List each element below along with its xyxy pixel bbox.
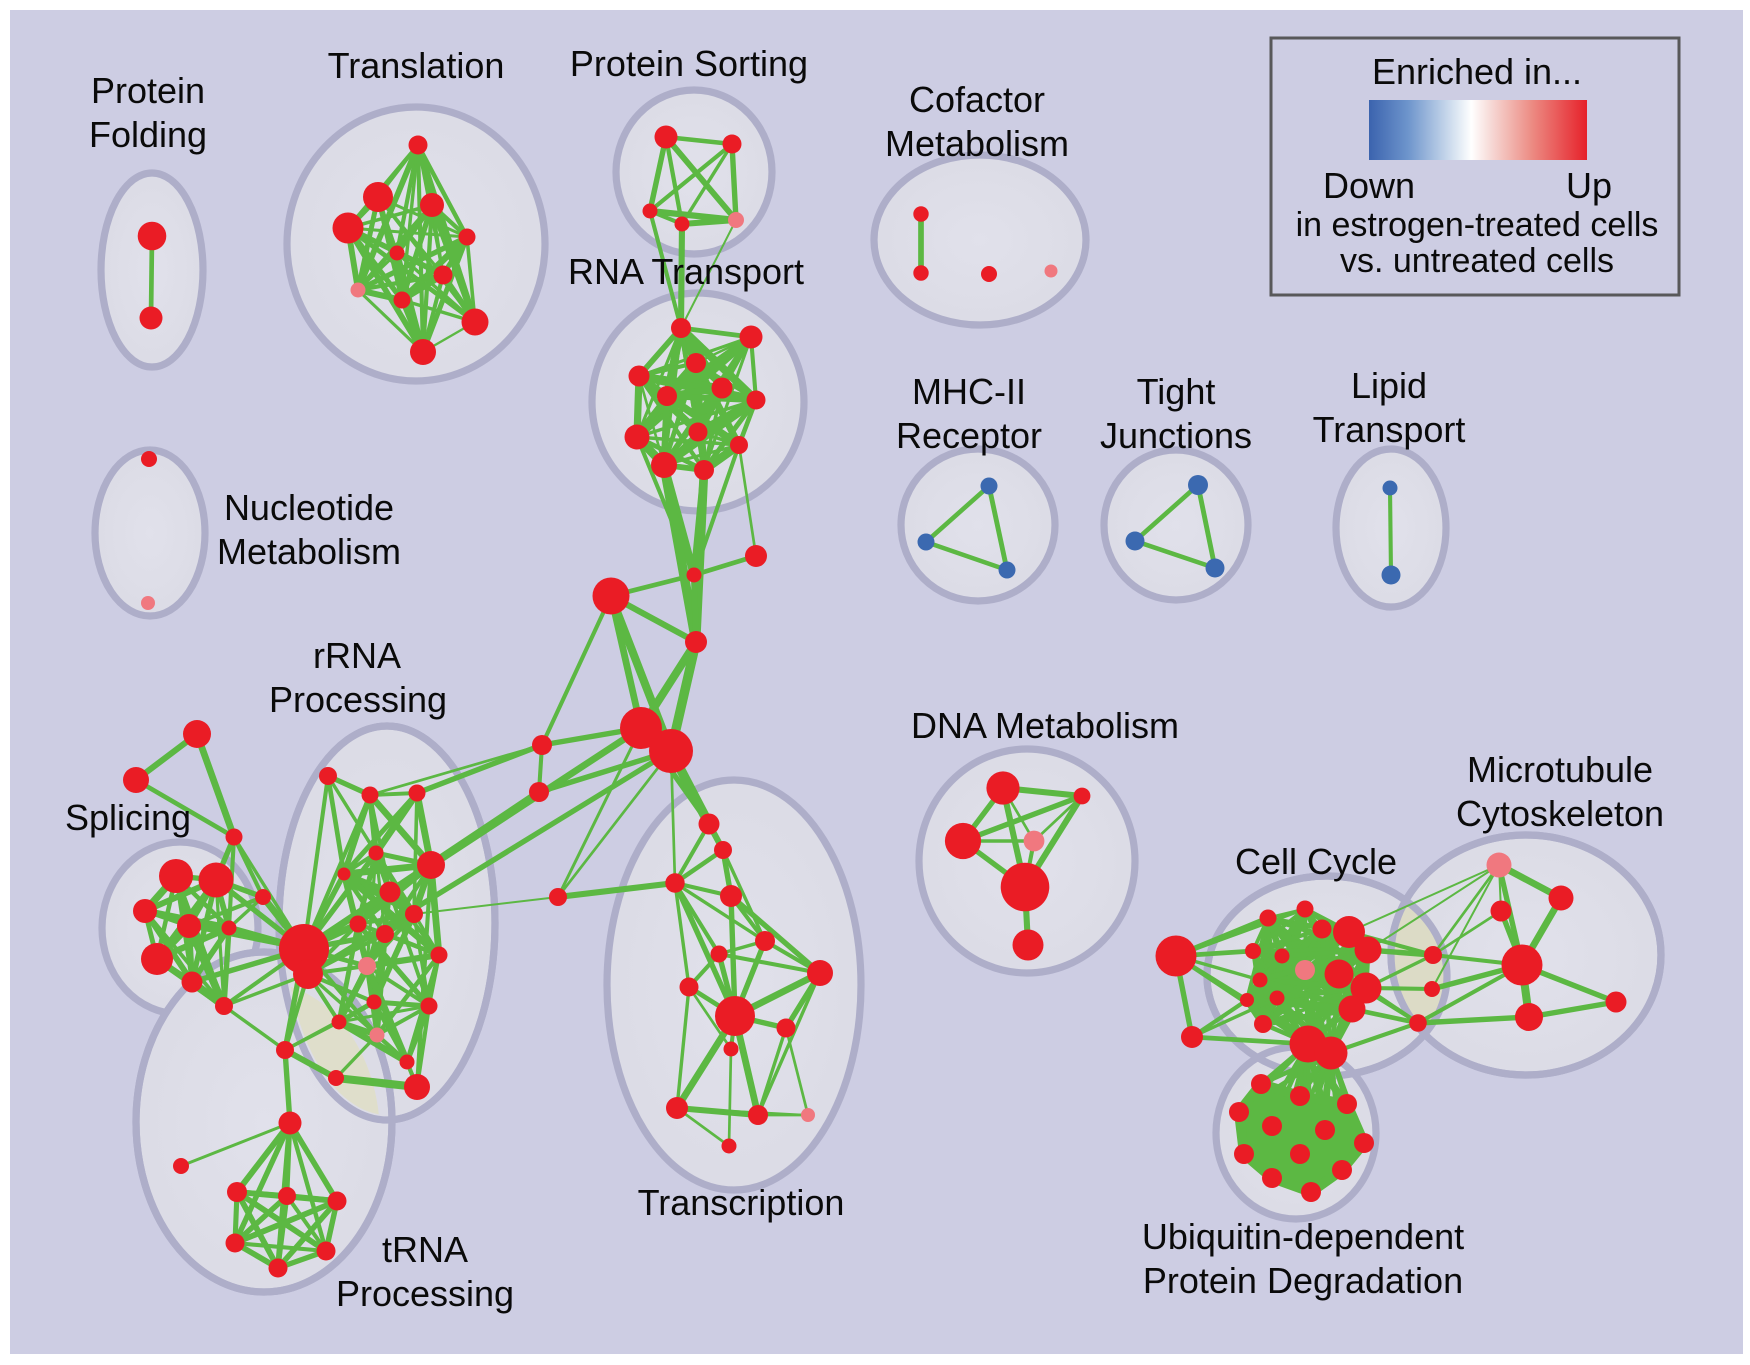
svg-text:Protein: Protein	[91, 70, 205, 111]
svg-text:Protein Sorting: Protein Sorting	[570, 43, 808, 84]
svg-text:Transport: Transport	[1313, 409, 1466, 450]
svg-text:Down: Down	[1323, 165, 1415, 206]
svg-text:Cell Cycle: Cell Cycle	[1235, 841, 1397, 882]
svg-text:Junctions: Junctions	[1100, 415, 1252, 456]
svg-text:Receptor: Receptor	[896, 415, 1042, 456]
svg-text:RNA Transport: RNA Transport	[568, 251, 804, 292]
svg-text:Lipid: Lipid	[1351, 365, 1427, 406]
svg-text:rRNA: rRNA	[313, 635, 401, 676]
svg-text:tRNA: tRNA	[382, 1229, 468, 1270]
svg-text:Cofactor: Cofactor	[909, 79, 1045, 120]
svg-text:MHC-II: MHC-II	[912, 371, 1026, 412]
svg-text:Folding: Folding	[89, 114, 207, 155]
svg-text:Processing: Processing	[336, 1273, 514, 1314]
svg-text:Metabolism: Metabolism	[885, 123, 1069, 164]
svg-text:Translation: Translation	[328, 45, 505, 86]
svg-text:Up: Up	[1566, 165, 1612, 206]
svg-text:DNA Metabolism: DNA Metabolism	[911, 705, 1179, 746]
svg-text:Processing: Processing	[269, 679, 447, 720]
svg-text:vs. untreated cells: vs. untreated cells	[1340, 242, 1614, 280]
svg-text:in estrogen-treated cells: in estrogen-treated cells	[1296, 206, 1659, 244]
svg-text:Transcription: Transcription	[638, 1182, 845, 1223]
svg-text:Splicing: Splicing	[65, 797, 191, 838]
svg-text:Ubiquitin-dependent: Ubiquitin-dependent	[1142, 1216, 1464, 1257]
svg-text:Microtubule: Microtubule	[1467, 749, 1653, 790]
svg-text:Tight: Tight	[1137, 371, 1216, 412]
svg-text:Metabolism: Metabolism	[217, 531, 401, 572]
svg-text:Enriched in...: Enriched in...	[1372, 51, 1582, 92]
svg-text:Nucleotide: Nucleotide	[224, 487, 394, 528]
svg-text:Cytoskeleton: Cytoskeleton	[1456, 793, 1664, 834]
svg-text:Protein Degradation: Protein Degradation	[1143, 1260, 1463, 1301]
